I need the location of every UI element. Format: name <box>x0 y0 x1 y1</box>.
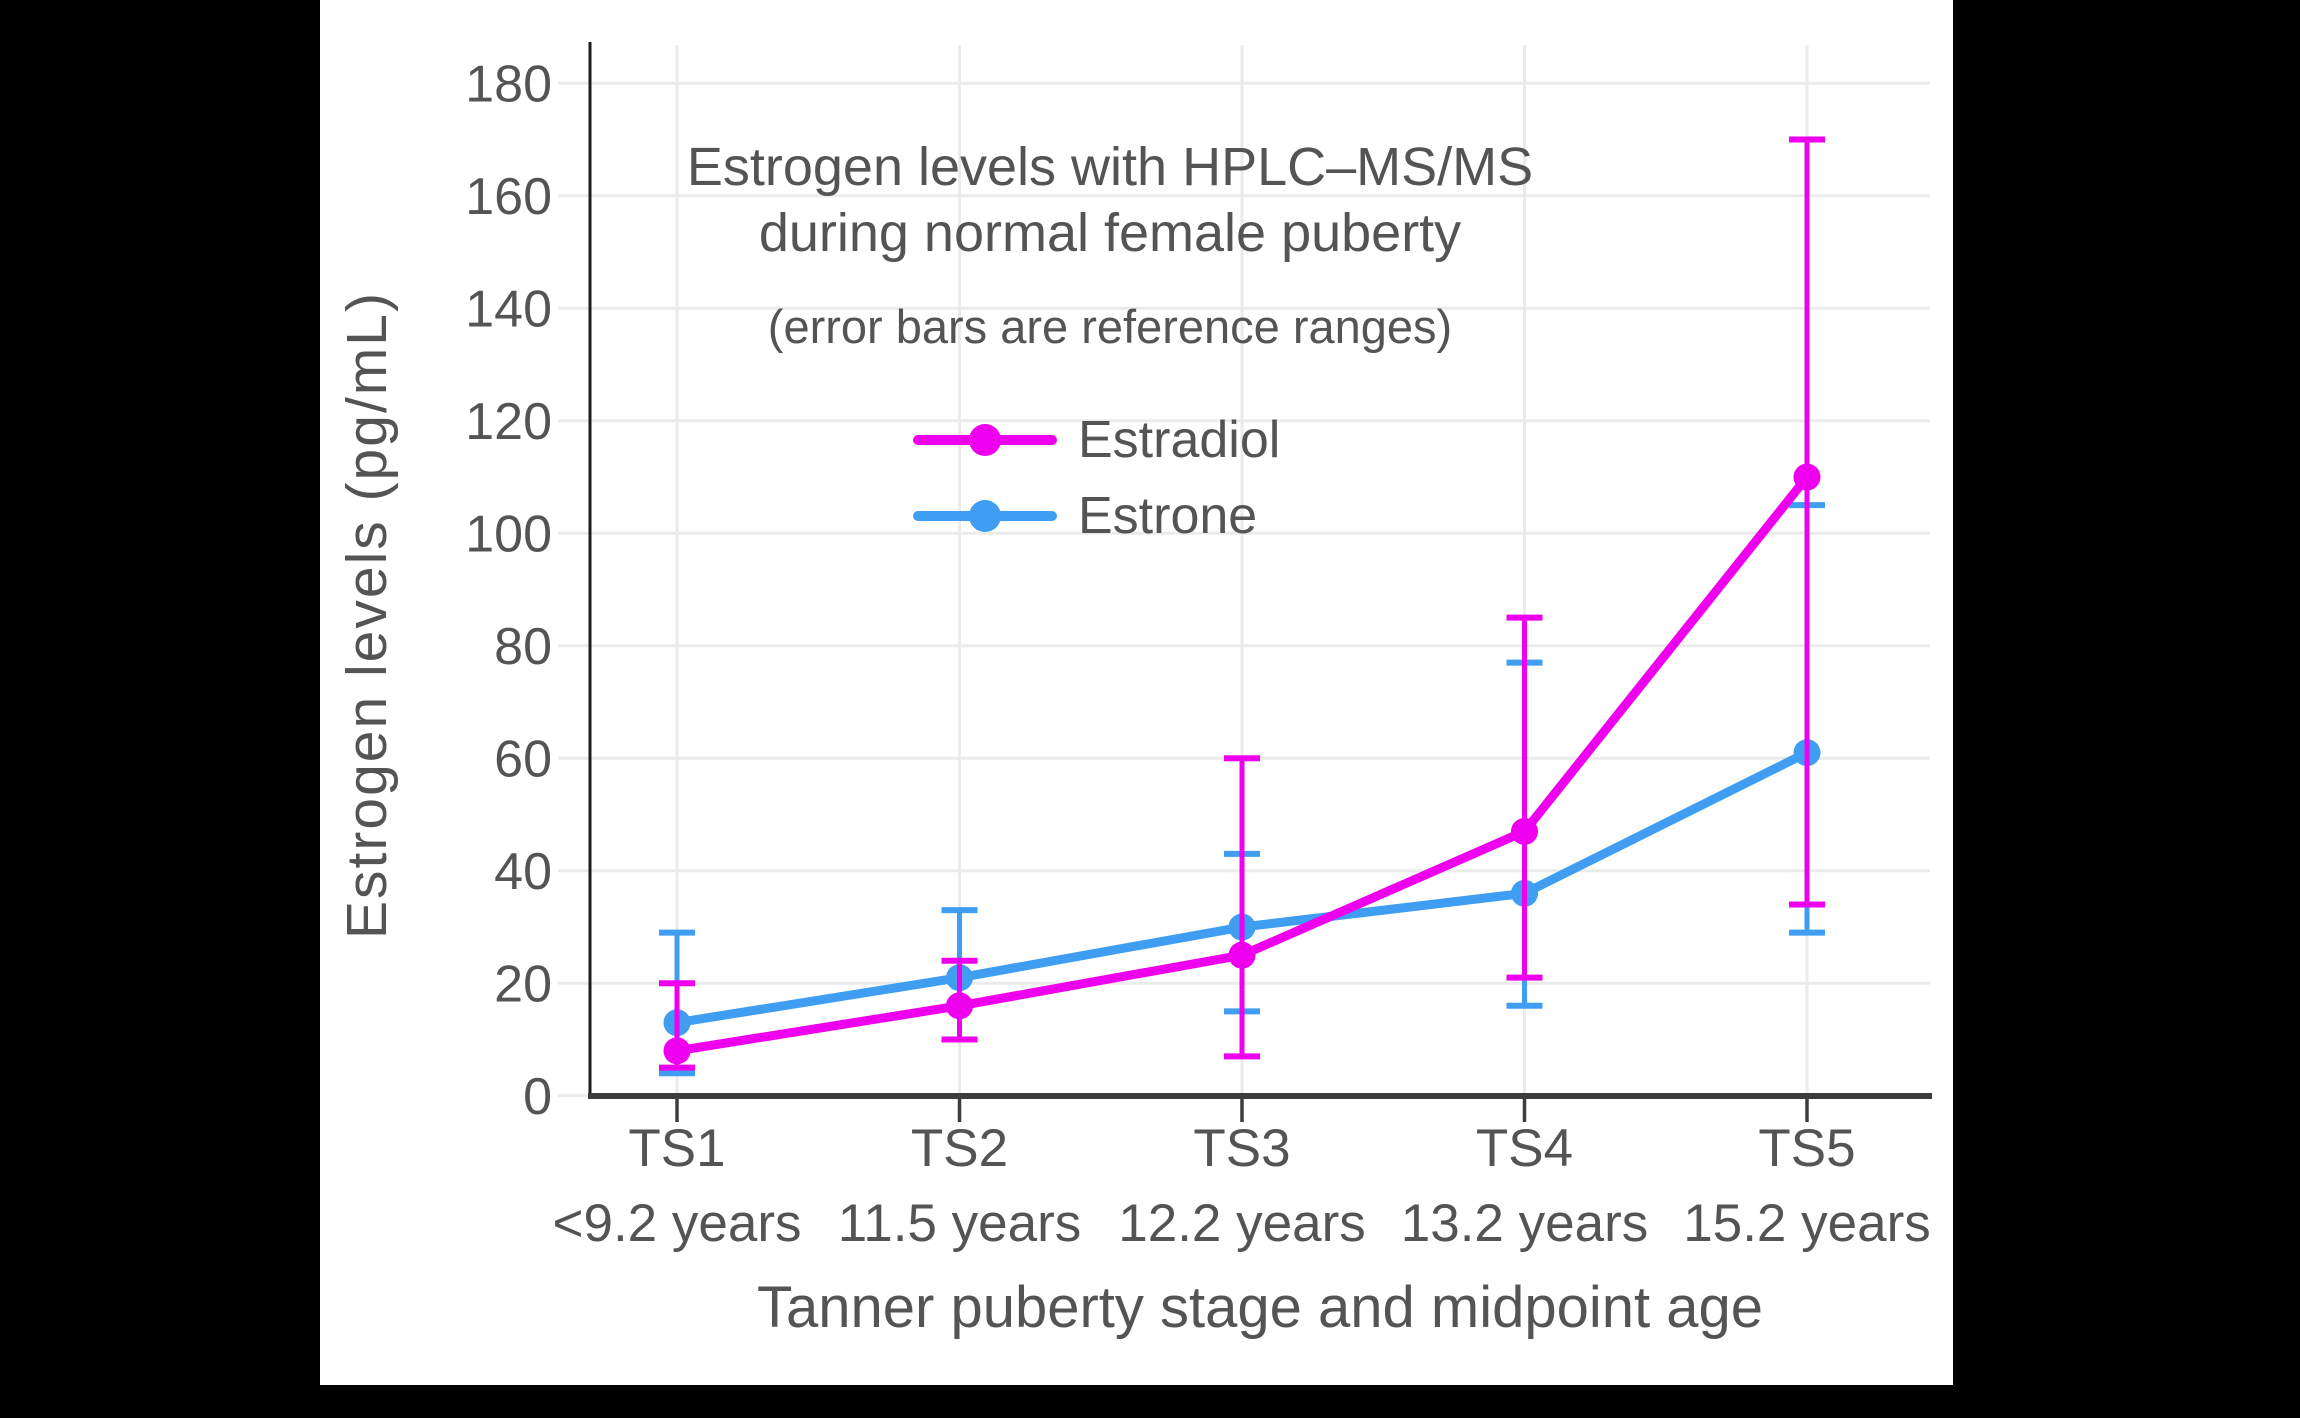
x-age-label: 13.2 years <box>1401 1194 1648 1253</box>
x-axis-title: Tanner puberty stage and midpoint age <box>757 1275 1763 1340</box>
chart-canvas: 0 20 40 60 80 100 120 140 160 180 TS1 <9.2 years TS2… <box>335 42 1932 1340</box>
x-age-label: <9.2 years <box>553 1194 802 1253</box>
y-tick-label: 120 <box>465 393 552 451</box>
data-point-estradiol <box>1793 463 1821 491</box>
x-tick-label: TS5 <box>1758 1119 1855 1178</box>
x-age-label: 12.2 years <box>1118 1194 1365 1253</box>
estradiol-line-marker-icon <box>913 424 1057 456</box>
legend-label-estradiol: Estradiol <box>1078 411 1281 469</box>
y-tick-label: 100 <box>465 505 552 563</box>
x-tick-label: TS2 <box>911 1119 1008 1178</box>
legend-item-estradiol: Estradiol <box>912 406 1280 474</box>
x-age-label: 15.2 years <box>1683 1194 1930 1253</box>
y-tick-label: 180 <box>465 55 552 113</box>
legend-label-estrone: Estrone <box>1078 487 1258 545</box>
data-point-estradiol <box>946 992 973 1020</box>
x-tick-label: TS4 <box>1476 1119 1573 1178</box>
y-tick-label: 20 <box>494 955 552 1013</box>
legend-item-estrone: Estrone <box>912 482 1280 550</box>
y-tick-label: 60 <box>494 730 552 788</box>
x-age-label: 11.5 years <box>838 1194 1082 1253</box>
x-tick-label: TS1 <box>628 1119 725 1178</box>
chart-panel: 0 20 40 60 80 100 120 140 160 180 TS1 <9.2 years TS2… <box>320 0 1953 1385</box>
data-point-estradiol <box>1511 817 1538 845</box>
y-axis-title: Estrogen levels (pg/mL) <box>335 291 399 939</box>
data-point-estradiol <box>1228 941 1256 969</box>
data-point-estradiol <box>663 1037 691 1065</box>
estrone-line-marker-icon <box>913 500 1057 532</box>
y-tick-label: 80 <box>494 618 552 676</box>
y-tick-label: 160 <box>465 168 552 226</box>
y-tick-label: 0 <box>523 1068 552 1126</box>
x-tick-label: TS3 <box>1193 1119 1290 1178</box>
y-tick-label: 40 <box>494 843 552 901</box>
chart-legend: Estradiol Estrone <box>912 406 1280 550</box>
y-tick-label: 140 <box>465 280 552 338</box>
